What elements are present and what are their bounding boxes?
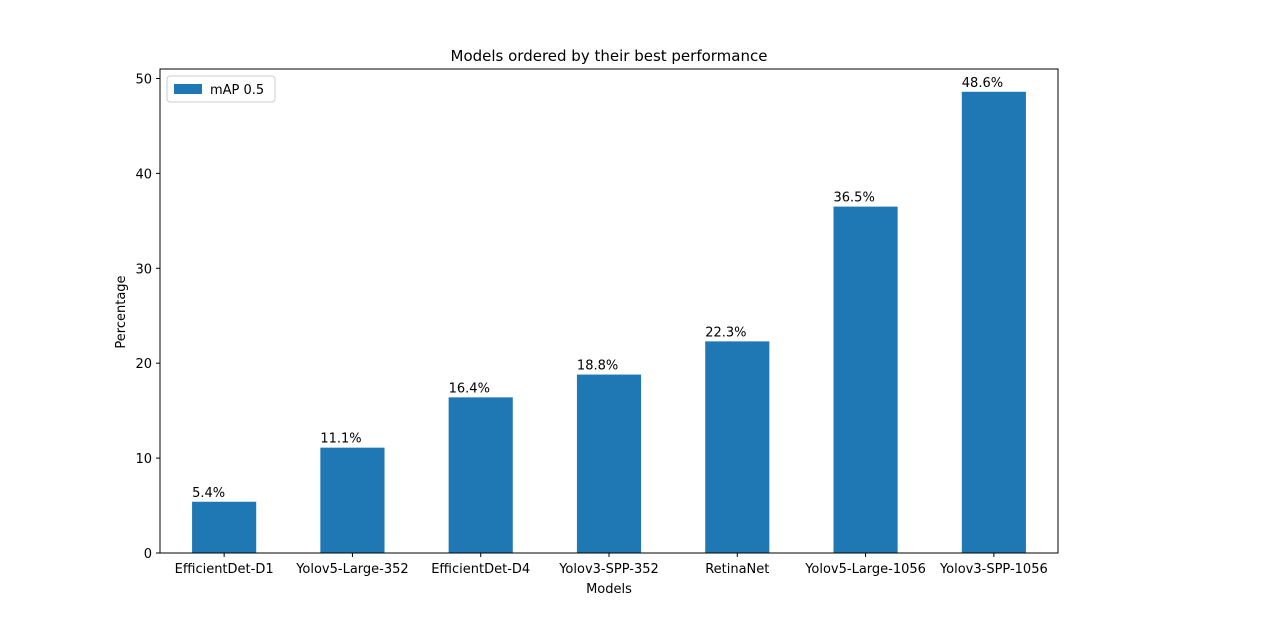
y-tick-label: 10 [135,452,152,467]
chart-title: Models ordered by their best performance [451,47,768,65]
bar [448,397,513,553]
legend-box [166,75,276,103]
bar [576,374,642,553]
y-tick-label: 30 [135,262,152,277]
legend-label: mAP 0.5 [210,83,264,98]
x-tick-label: Yolov3-SPP-1056 [939,562,1048,577]
x-tick-label: Yolov3-SPP-352 [558,562,659,577]
x-tick-label: Yolov5-Large-1056 [804,562,926,577]
legend-swatch [174,84,202,94]
bar-value-label: 48.6% [962,76,1003,91]
bar [192,501,257,553]
plot-frame [159,68,1059,554]
bar [833,206,898,554]
bar-value-label: 22.3% [705,325,746,340]
x-axis-label: Models [586,582,632,597]
bar [320,447,385,553]
bar-value-label: 36.5% [834,191,875,206]
x-tick-label: RetinaNet [705,562,769,577]
y-tick-label: 0 [144,547,152,562]
y-tick-label: 20 [135,357,152,372]
x-tick-label: EfficientDet-D1 [175,562,274,577]
x-tick-label: Yolov5-Large-352 [295,562,408,577]
bar-value-label: 18.8% [577,359,618,374]
bar-value-label: 16.4% [449,381,490,396]
x-tick-label: EfficientDet-D4 [431,562,530,577]
bar [961,91,1026,553]
bar-value-label: 11.1% [320,432,361,447]
y-axis-label: Percentage [114,275,129,348]
bar-value-label: 5.4% [192,486,225,501]
plot-area: 5.4% EfficientDet-D1 11.1% Yolov5-Large-352… [135,68,1059,577]
y-tick-label: 50 [135,72,152,87]
bar [705,341,770,553]
y-tick-label: 40 [135,167,152,182]
